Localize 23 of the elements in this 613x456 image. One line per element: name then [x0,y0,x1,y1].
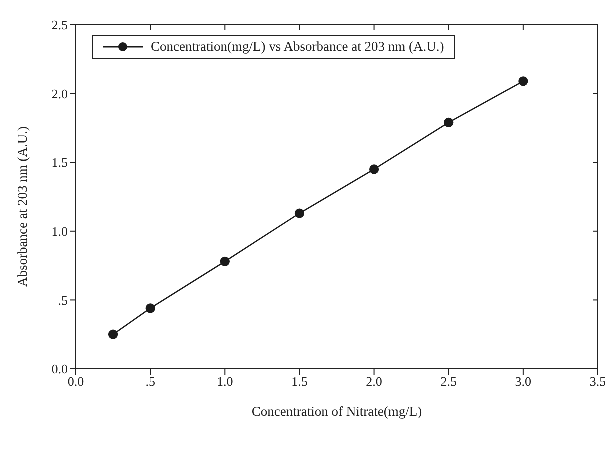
point [444,118,454,128]
point [369,164,380,174]
point [108,330,118,340]
x-tick-label: 3.0 [515,374,532,390]
point [518,76,528,86]
point [294,208,305,218]
y-tick-label: 1.0 [52,224,68,240]
x-axis-title: Concentration of Nitrate(mg/L) [252,404,422,419]
x-tick-label: 2.5 [440,374,457,390]
y-tick-label: .5 [58,292,68,308]
point [220,256,230,266]
point [146,304,156,314]
x-tick-label: 0.0 [68,374,84,390]
x-tick-label: 1.0 [217,374,234,390]
y-tick-label: 2.0 [52,86,68,102]
y-axis-title: Absorbance at 203 nm (A.U.) [14,126,30,287]
y-tick-label: 0.0 [52,362,68,377]
y-tick-label: 2.5 [52,18,68,33]
x-tick-label: 1.5 [292,374,308,390]
x-tick-label: 2.0 [366,374,382,390]
legend-label: Concentration(mg/L) vs Absorbance at 203 nm (A.U.) [151,39,444,55]
y-tick-label: 1.5 [52,155,68,170]
x-tick-label: .5 [146,374,156,390]
